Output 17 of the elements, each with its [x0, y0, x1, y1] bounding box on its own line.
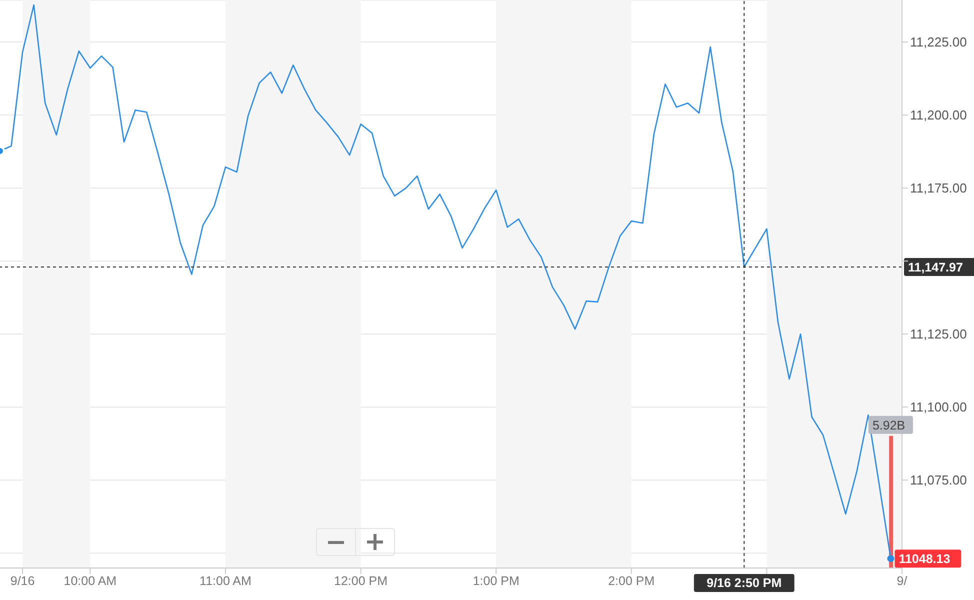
ref-line-label: 11,147.97	[908, 260, 963, 275]
x-tick-label: 1:00 PM	[472, 574, 520, 588]
x-tick-label: 10:00 AM	[64, 574, 117, 588]
y-tick-label: 11,100.00	[910, 400, 967, 415]
annotation: 11048.13	[898, 552, 950, 566]
x-tick-label: 12:00 PM	[334, 574, 388, 588]
y-tick-label: 11,200.00	[910, 108, 967, 123]
x-tick-label: 9/	[896, 574, 908, 588]
ref-line-label: 9/16 2:50 PM	[706, 576, 782, 590]
y-tick-label: 11,225.00	[910, 34, 967, 50]
y-tick-label: 11,125.00	[910, 326, 967, 342]
x-tick-label: 2:00 PM	[608, 574, 655, 588]
y-tick-label: 11,075.00	[910, 472, 967, 488]
x-tick-label: 9/16	[10, 574, 35, 588]
data-label: 5.92B	[872, 418, 906, 432]
y-tick-label: 11,175.00	[910, 180, 967, 196]
x-tick-label: 11:00 AM	[200, 574, 252, 588]
